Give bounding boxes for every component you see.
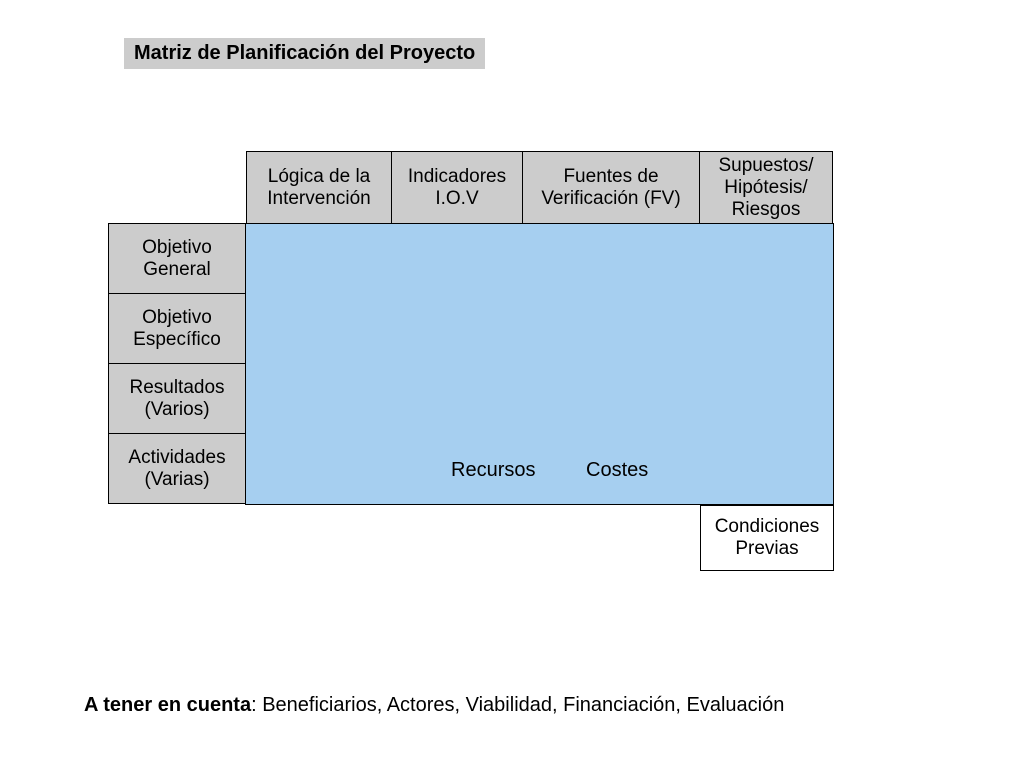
matrix-content-area: Recursos Costes (245, 223, 834, 505)
column-header-indicators: Indicadores I.O.V (391, 151, 523, 224)
column-header-verification: Fuentes de Verificación (FV) (522, 151, 700, 224)
row-header-specific-objective: Objetivo Específico (108, 293, 246, 364)
row-header-general-objective: Objetivo General (108, 223, 246, 294)
planning-matrix: Lógica de la Intervención Indicadores I.… (108, 151, 834, 505)
matrix-header-row: Lógica de la Intervención Indicadores I.… (246, 151, 834, 224)
matrix-body: Objetivo General Objetivo Específico Res… (108, 223, 834, 505)
footer-bold-label: A tener en cuenta (84, 694, 251, 716)
column-header-logic: Lógica de la Intervención (246, 151, 392, 224)
recursos-label: Recursos (451, 459, 535, 482)
column-header-assumptions: Supuestos/ Hipótesis/ Riesgos (699, 151, 833, 224)
conditions-box: Condiciones Previas (700, 505, 834, 571)
page-title: Matriz de Planificación del Proyecto (124, 38, 485, 69)
row-header-results: Resultados (Varios) (108, 363, 246, 434)
row-header-activities: Actividades (Varias) (108, 433, 246, 504)
row-labels: Objetivo General Objetivo Específico Res… (108, 223, 246, 505)
footer-text: : Beneficiarios, Actores, Viabilidad, Fi… (251, 694, 784, 716)
footer-note: A tener en cuenta: Beneficiarios, Actore… (84, 694, 784, 717)
costes-label: Costes (586, 459, 648, 482)
